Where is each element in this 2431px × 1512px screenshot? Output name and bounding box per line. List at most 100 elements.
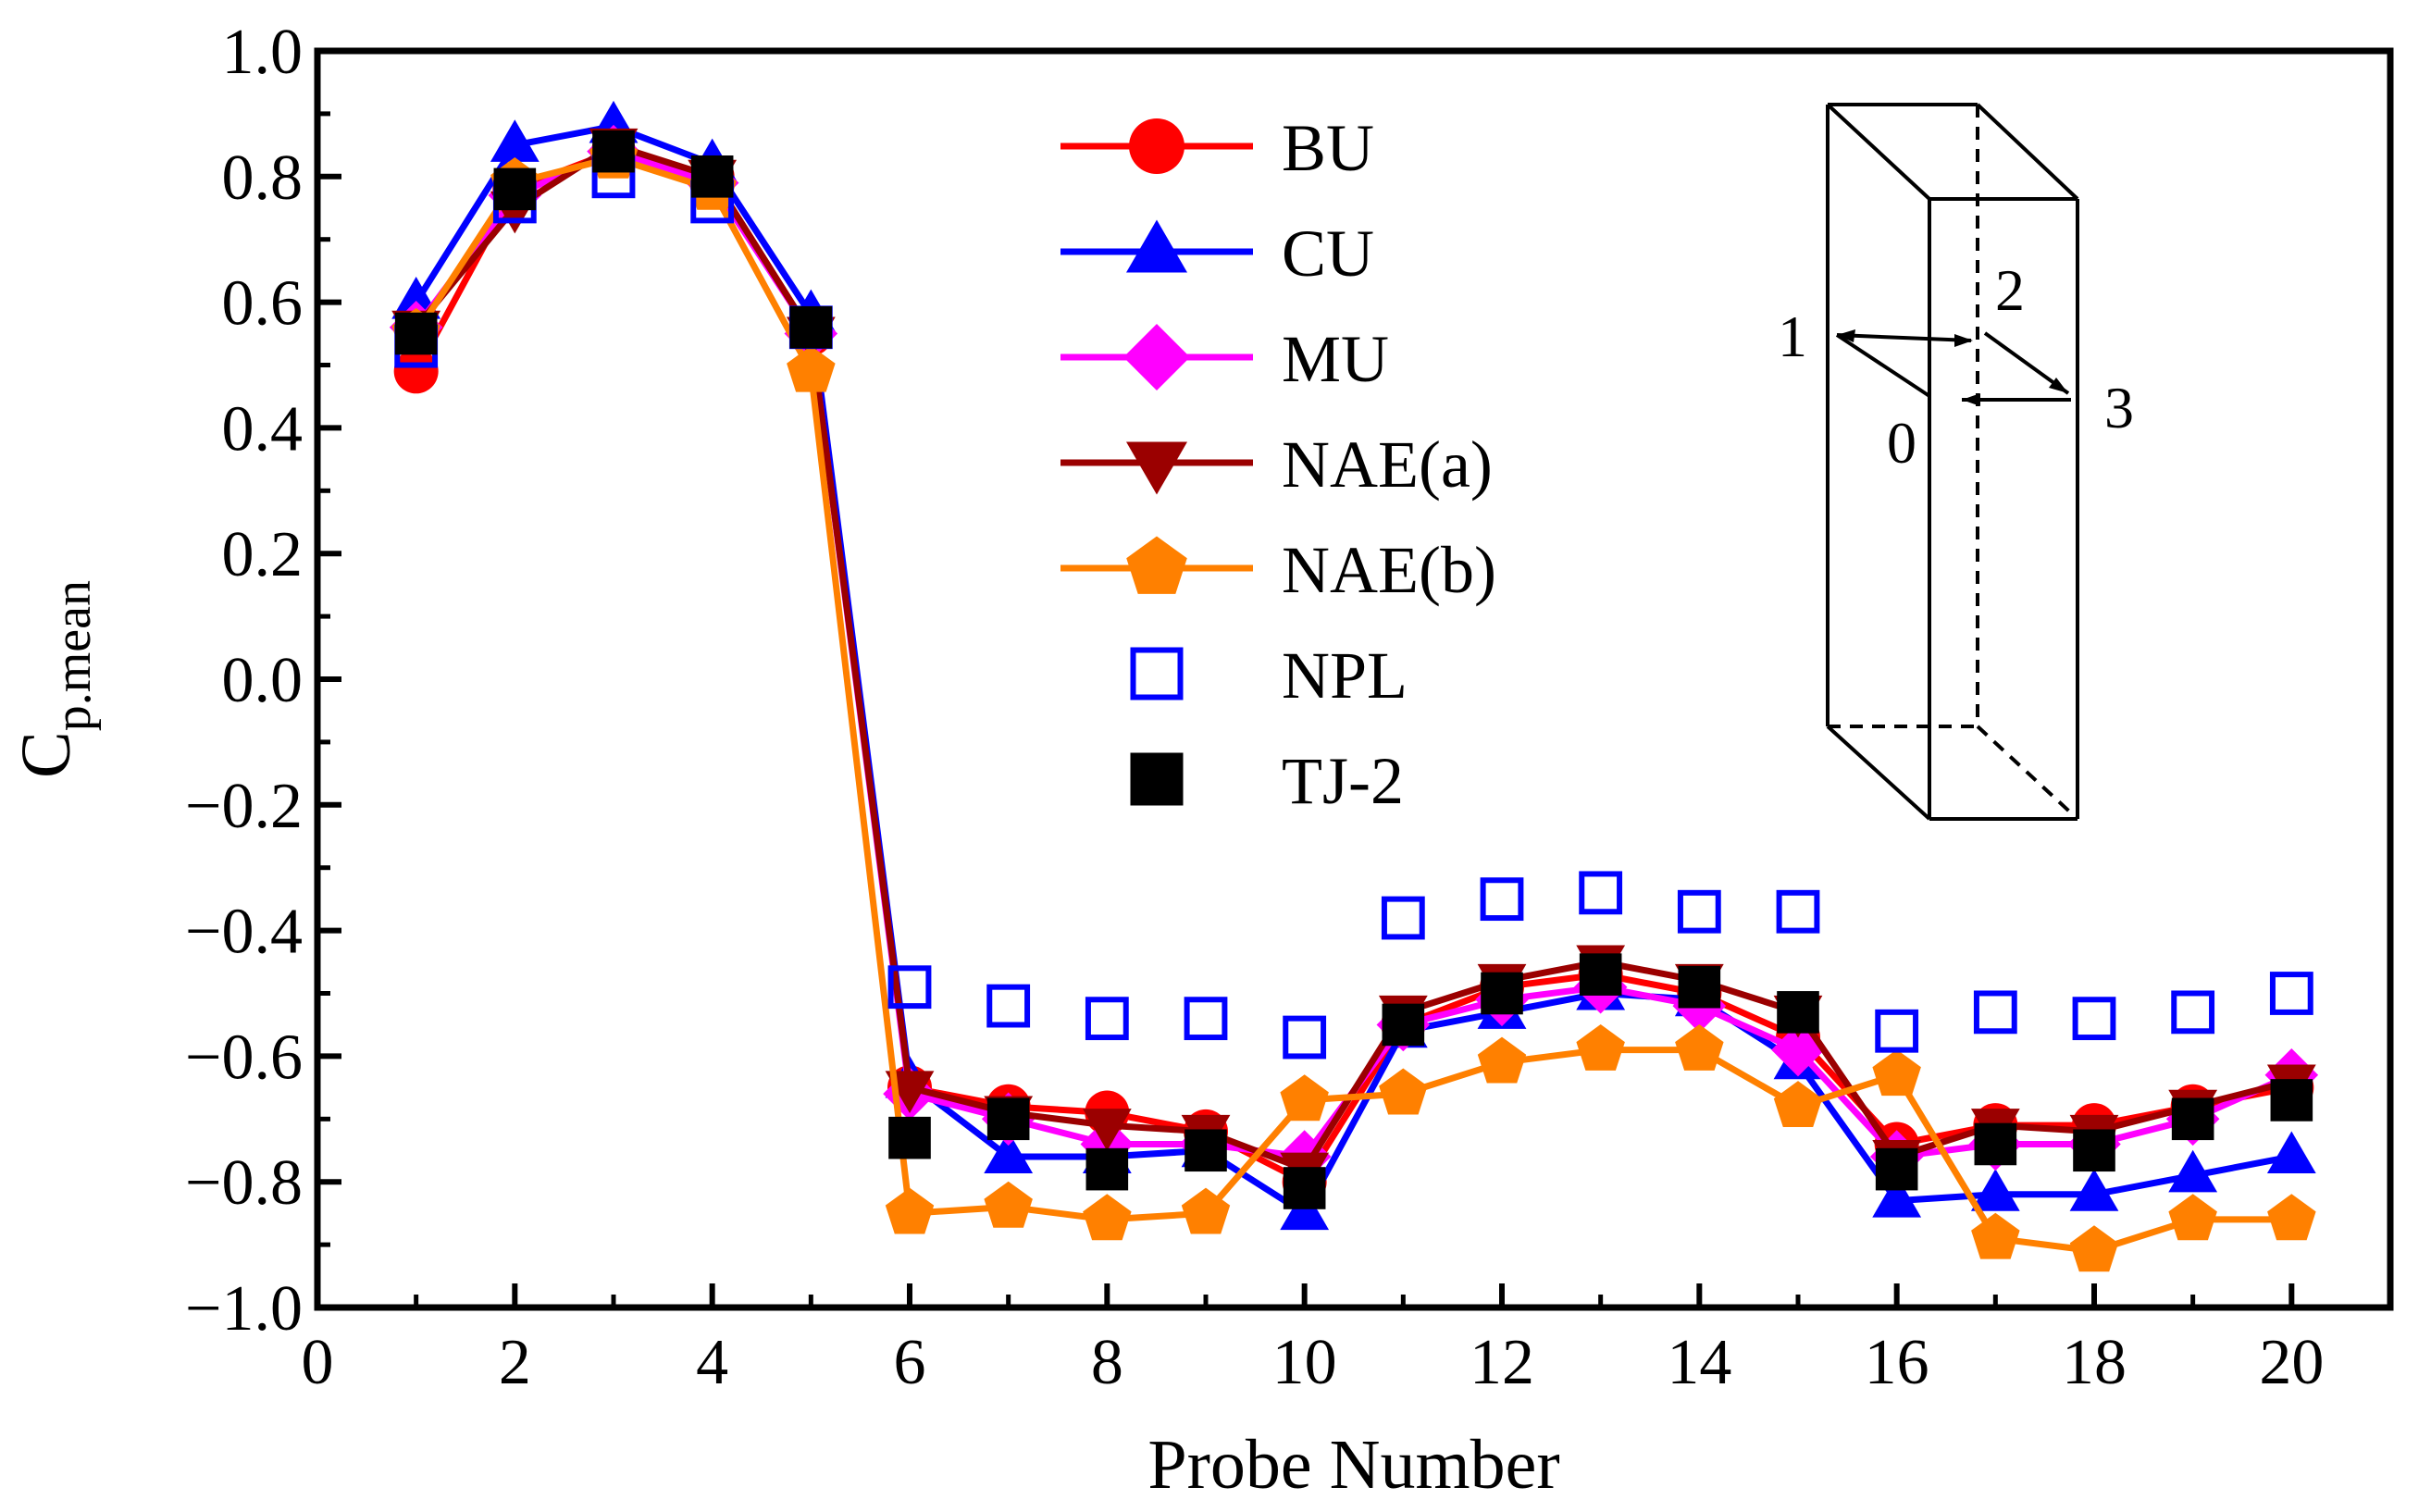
data-point-cu (1970, 1169, 2020, 1211)
data-point-tj-2 (2073, 1129, 2115, 1172)
data-point-tj-2 (1184, 1129, 1227, 1172)
legend: BU CU MU NAE(a) NAE(b) NPL TJ-2 (1060, 111, 1496, 818)
inset-labels: 1 2 0 3 (1778, 257, 2134, 476)
inset-label-1: 1 (1778, 304, 1807, 369)
legend-label: NPL (1282, 638, 1408, 713)
data-point-tj-2 (2270, 1079, 2313, 1122)
inset-edge (1976, 103, 2079, 201)
data-point-nae-b (787, 345, 836, 392)
x-tick-label: 20 (2259, 1327, 2324, 1398)
y-tick-label: −0.6 (185, 1022, 303, 1093)
legend-item-mu: MU (1060, 322, 1389, 396)
legend-marker (1130, 752, 1184, 806)
x-tick-label: 2 (499, 1327, 531, 1398)
x-tick-label: 4 (696, 1327, 728, 1398)
data-point-tj-2 (1678, 965, 1721, 1009)
x-tick-label: 16 (1865, 1327, 1929, 1398)
data-point-tj-2 (1875, 1147, 1918, 1191)
data-point-npl (1184, 997, 1228, 1041)
legend-marker (1130, 647, 1184, 700)
legend-marker (1129, 118, 1184, 174)
data-point-tj-2 (1283, 1167, 1326, 1209)
inset-arrowhead (1954, 334, 1973, 347)
data-point-tj-2 (1579, 953, 1622, 996)
data-point-cu (2069, 1169, 2119, 1211)
y-axis-title: Cp.mean (7, 580, 102, 778)
data-point-nae-b (1872, 1049, 1921, 1097)
data-point-tj-2 (592, 130, 635, 173)
data-point-nae-b (1576, 1024, 1625, 1071)
data-point-npl (1579, 871, 1623, 915)
x-tick-label: 0 (302, 1327, 334, 1398)
y-tick-label: 0.4 (222, 393, 304, 465)
data-point-npl (1973, 990, 2017, 1035)
data-point-nae-b (2069, 1225, 2119, 1272)
y-tick-labels: 1.0 0.8 0.6 0.4 0.2 0.0 −0.2 −0.4 −0.6 −0.8 −1.0 (185, 17, 303, 1345)
data-point-tj-2 (1481, 972, 1523, 1015)
data-point-nae-b (1477, 1036, 1527, 1084)
x-tick-labels: 0 2 4 6 8 10 12 14 16 18 20 (302, 1327, 2325, 1398)
data-point-tj-2 (1777, 991, 1819, 1034)
y-tick-label: 0.0 (222, 645, 304, 716)
y-tick-label: −0.4 (185, 897, 303, 968)
legend-label: CU (1282, 217, 1374, 291)
inset-arrowhead (1962, 393, 1980, 406)
inset-label-2: 2 (1995, 257, 2025, 323)
x-tick-label: 10 (1272, 1327, 1337, 1398)
y-tick-label: −0.2 (185, 771, 303, 842)
legend-marker (1126, 219, 1187, 273)
legend-item-cu: CU (1060, 217, 1374, 291)
inset-label-3: 3 (2104, 375, 2134, 440)
y-tick-label: 0.2 (222, 519, 304, 590)
legend-marker (1126, 441, 1187, 495)
inset-diagram (1826, 103, 2079, 821)
data-point-nae-a (1082, 1109, 1132, 1151)
x-tick-label: 12 (1470, 1327, 1534, 1398)
data-point-nae-b (885, 1187, 935, 1234)
legend-label: NAE(b) (1282, 533, 1496, 607)
legend-label: NAE(a) (1282, 428, 1493, 502)
inset-arrowhead (1837, 329, 1855, 342)
series-tj-2 (394, 130, 2313, 1209)
data-point-tj-2 (888, 1116, 931, 1159)
data-point-nae-b (1971, 1212, 2020, 1259)
legend-label: TJ-2 (1282, 744, 1404, 818)
data-point-npl (1875, 1009, 1919, 1053)
data-point-tj-2 (1085, 1147, 1129, 1191)
data-point-nae-b (1181, 1187, 1231, 1234)
data-point-tj-2 (690, 155, 734, 198)
data-point-nae-b (1083, 1194, 1132, 1241)
x-tick-label: 18 (2062, 1327, 2127, 1398)
inset-edge (1826, 103, 1931, 201)
data-point-npl (1283, 1015, 1327, 1060)
x-tick-label: 8 (1091, 1327, 1123, 1398)
inset-arrow (1836, 333, 1972, 342)
data-point-tj-2 (493, 167, 537, 211)
data-point-nae-b (2168, 1194, 2217, 1241)
legend-label: MU (1282, 322, 1389, 396)
data-point-nae-b (1280, 1074, 1329, 1122)
x-axis-title: Probe Number (1147, 1426, 1559, 1504)
data-point-nae-b (2267, 1194, 2316, 1241)
data-point-npl (1381, 896, 1425, 940)
data-point-nae-b (1773, 1081, 1823, 1127)
y-axis-title-subscript: p.mean (44, 580, 102, 731)
data-point-npl (986, 984, 1031, 1028)
data-point-cu (2168, 1149, 2218, 1193)
data-point-npl (2171, 990, 2215, 1035)
data-point-nae-b (1379, 1068, 1428, 1115)
y-tick-label: −1.0 (185, 1273, 303, 1345)
legend-item-bu: BU (1060, 111, 1374, 185)
y-tick-label: 0.6 (222, 268, 304, 340)
x-tick-label: 14 (1667, 1327, 1731, 1398)
data-point-cu (490, 119, 540, 162)
data-point-tj-2 (789, 305, 833, 349)
data-point-npl (1776, 889, 1820, 934)
inset-hidden-edge (1976, 725, 2079, 821)
inset-arrow (1835, 333, 1931, 398)
y-axis-title-main: C (7, 731, 85, 778)
series-layer (389, 100, 2319, 1272)
data-point-cu (1872, 1174, 1922, 1218)
data-point-npl (2072, 997, 2116, 1041)
